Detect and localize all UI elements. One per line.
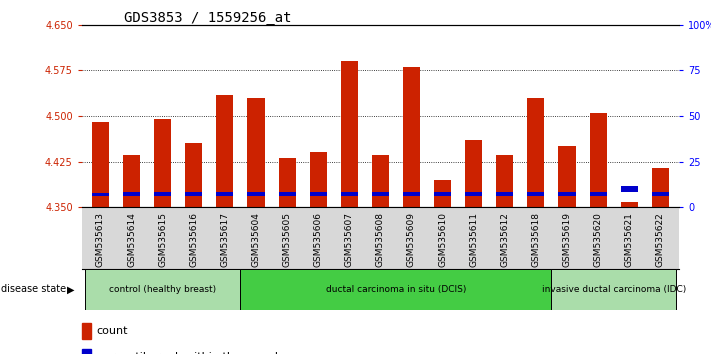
Text: GSM535611: GSM535611: [469, 212, 479, 267]
Text: GSM535612: GSM535612: [501, 212, 509, 267]
Bar: [216, 192, 233, 195]
Text: GSM535618: GSM535618: [531, 212, 540, 267]
Bar: [589, 192, 606, 195]
Bar: [652, 192, 669, 195]
Bar: [309, 192, 327, 195]
Bar: [465, 140, 482, 207]
Text: GSM535614: GSM535614: [127, 212, 136, 267]
Bar: [185, 192, 203, 195]
Bar: [496, 155, 513, 207]
Bar: [185, 143, 203, 207]
Bar: [154, 192, 171, 195]
Bar: [247, 98, 264, 207]
Bar: [92, 122, 109, 207]
Bar: [279, 159, 296, 207]
Text: GSM535605: GSM535605: [282, 212, 292, 267]
Bar: [240, 269, 552, 310]
Text: GSM535604: GSM535604: [252, 212, 260, 267]
Bar: [341, 192, 358, 195]
Bar: [123, 192, 140, 195]
Bar: [558, 146, 576, 207]
Text: GSM535609: GSM535609: [407, 212, 416, 267]
Bar: [434, 180, 451, 207]
Bar: [92, 193, 109, 196]
Text: control (healthy breast): control (healthy breast): [109, 285, 216, 294]
Bar: [621, 202, 638, 207]
Text: GSM535615: GSM535615: [158, 212, 167, 267]
Text: GSM535617: GSM535617: [220, 212, 230, 267]
Bar: [279, 192, 296, 195]
Text: percentile rank within the sample: percentile rank within the sample: [97, 352, 284, 354]
Text: GSM535619: GSM535619: [562, 212, 572, 267]
Bar: [434, 192, 451, 195]
Bar: [247, 192, 264, 195]
Bar: [123, 155, 140, 207]
Text: GSM535610: GSM535610: [438, 212, 447, 267]
Bar: [528, 98, 545, 207]
Text: ductal carcinoma in situ (DCIS): ductal carcinoma in situ (DCIS): [326, 285, 466, 294]
Bar: [372, 192, 389, 195]
Bar: [309, 152, 327, 207]
Bar: [341, 61, 358, 207]
Bar: [496, 192, 513, 195]
Text: GSM535622: GSM535622: [656, 212, 665, 267]
Bar: [558, 192, 576, 195]
Bar: [154, 119, 171, 207]
Text: ▶: ▶: [67, 284, 75, 295]
Text: GSM535613: GSM535613: [96, 212, 105, 267]
Text: GDS3853 / 1559256_at: GDS3853 / 1559256_at: [124, 11, 292, 25]
Bar: [372, 155, 389, 207]
Bar: [82, 323, 91, 339]
Text: GSM535608: GSM535608: [376, 212, 385, 267]
Bar: [403, 67, 420, 207]
Bar: [465, 192, 482, 195]
Bar: [528, 192, 545, 195]
Bar: [216, 95, 233, 207]
Bar: [589, 113, 606, 207]
Bar: [82, 349, 91, 354]
Text: GSM535621: GSM535621: [625, 212, 634, 267]
Text: GSM535607: GSM535607: [345, 212, 354, 267]
Bar: [552, 269, 676, 310]
Bar: [652, 167, 669, 207]
Text: invasive ductal carcinoma (IDC): invasive ductal carcinoma (IDC): [542, 285, 686, 294]
Bar: [621, 186, 638, 192]
Text: disease state: disease state: [1, 284, 66, 295]
Bar: [85, 269, 240, 310]
Text: GSM535606: GSM535606: [314, 212, 323, 267]
Text: GSM535620: GSM535620: [594, 212, 603, 267]
Bar: [403, 192, 420, 195]
Text: GSM535616: GSM535616: [189, 212, 198, 267]
Text: count: count: [97, 326, 128, 336]
